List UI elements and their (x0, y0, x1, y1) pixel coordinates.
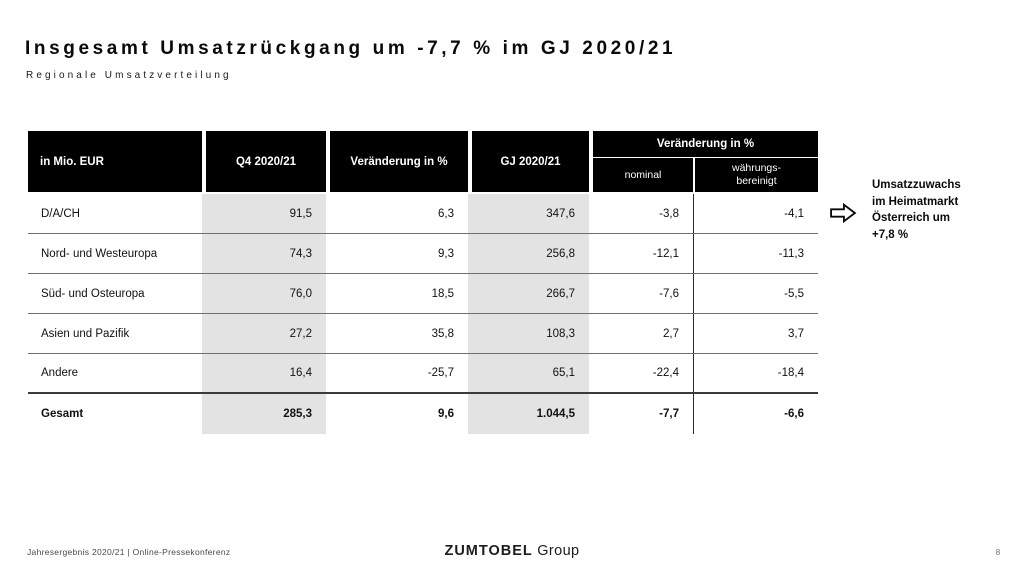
table-header-row: in Mio. EUR Q4 2020/21 Veränderung in % … (28, 131, 818, 192)
revenue-table: in Mio. EUR Q4 2020/21 Veränderung in % … (28, 131, 818, 434)
cell-gj: 347,6 (468, 194, 589, 233)
cell-gj: 266,7 (468, 274, 589, 313)
cell-nominal: -3,8 (659, 207, 679, 220)
table-row-andere: Andere 16,4 -25,7 65,1 -22,4 -18,4 (28, 354, 818, 394)
row-label: D/A/CH (41, 207, 80, 220)
cell-change: 9,6 (438, 408, 454, 420)
header-nominal: nominal (624, 168, 662, 181)
row-label: Andere (41, 367, 79, 379)
cell-q4: 27,2 (202, 314, 326, 353)
slide-subtitle: Regionale Umsatzverteilung (26, 70, 232, 81)
row-label: Süd- und Osteuropa (41, 287, 145, 300)
cell-gj: 65,1 (468, 354, 589, 392)
table-row-nord-westeuropa: Nord- und Westeuropa 74,3 9,3 256,8 -12,… (28, 234, 818, 274)
cell-gj: 108,3 (468, 314, 589, 353)
header-in-mio-eur: in Mio. EUR (28, 131, 202, 192)
cell-fx: -6,6 (693, 394, 818, 434)
page-number: 8 (995, 548, 1001, 557)
cell-change: 6,3 (438, 207, 454, 220)
row-label: Gesamt (41, 408, 84, 420)
header-gj: GJ 2020/21 (468, 131, 589, 192)
cell-nominal: -7,7 (659, 408, 679, 420)
table-row-dach: D/A/CH 91,5 6,3 347,6 -3,8 -4,1 (28, 194, 818, 234)
row-label: Nord- und Westeuropa (41, 247, 158, 260)
cell-gj: 1.044,5 (468, 394, 589, 434)
cell-q4: 76,0 (202, 274, 326, 313)
cell-q4: 91,5 (202, 194, 326, 233)
header-change-q4: Veränderung in % (326, 131, 468, 192)
cell-q4: 74,3 (202, 234, 326, 273)
cell-fx: -18,4 (693, 354, 818, 392)
header-q4: Q4 2020/21 (202, 131, 326, 192)
footer-caption: Jahresergebnis 2020/21 | Online-Presseko… (27, 547, 231, 557)
cell-change: -25,7 (427, 367, 454, 379)
header-change-group: Veränderung in % nominal währungs- berei… (589, 131, 818, 192)
table-row-asien-pazifik: Asien und Pazifik 27,2 35,8 108,3 2,7 3,… (28, 314, 818, 354)
cell-change: 18,5 (431, 287, 454, 300)
header-fx-adjusted: währungs- bereinigt (693, 158, 818, 192)
slide-title: Insgesamt Umsatzrückgang um -7,7 % im GJ… (25, 38, 677, 59)
cell-nominal: -7,6 (659, 287, 679, 300)
cell-fx: 3,7 (693, 314, 818, 353)
header-change-group-title: Veränderung in % (593, 131, 818, 158)
cell-nominal: -12,1 (652, 247, 679, 260)
logo-zumtobel: ZUMTOBEL (444, 543, 533, 559)
logo-group: Group (537, 543, 580, 559)
cell-change: 9,3 (438, 247, 454, 260)
cell-nominal: 2,7 (663, 327, 679, 340)
cell-fx: -11,3 (693, 234, 818, 273)
cell-fx: -4,1 (693, 194, 818, 233)
cell-q4: 16,4 (202, 354, 326, 392)
cell-gj: 256,8 (468, 234, 589, 273)
cell-change: 35,8 (431, 327, 454, 340)
header-change-subrow: nominal währungs- bereinigt (593, 158, 818, 192)
cell-q4: 285,3 (202, 394, 326, 434)
table-row-gesamt: Gesamt 285,3 9,6 1.044,5 -7,7 -6,6 (28, 394, 818, 434)
table-row-sued-osteuropa: Süd- und Osteuropa 76,0 18,5 266,7 -7,6 … (28, 274, 818, 314)
cell-fx: -5,5 (693, 274, 818, 313)
table-body: D/A/CH 91,5 6,3 347,6 -3,8 -4,1 Nord- un… (28, 194, 818, 434)
zumtobel-group-logo: ZUMTOBEL Group (0, 542, 1024, 560)
row-label: Asien und Pazifik (41, 327, 130, 340)
cell-nominal: -22,4 (652, 367, 679, 379)
annotation-umsatzzuwachs: Umsatzzuwachs im Heimatmarkt Österreich … (872, 179, 961, 241)
right-arrow-icon (830, 202, 857, 224)
